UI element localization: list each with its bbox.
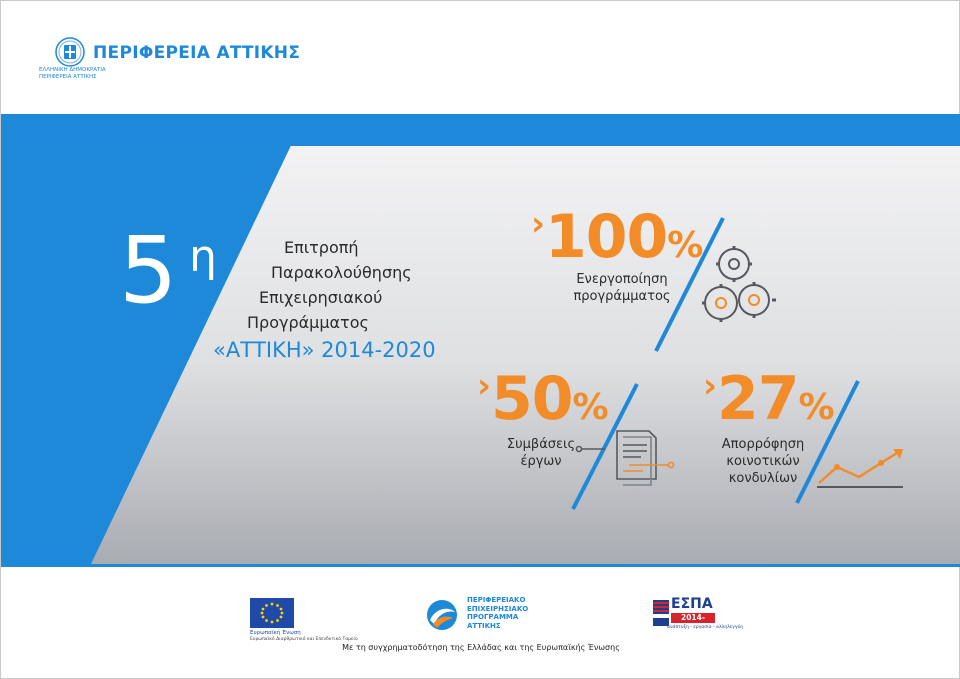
committee-line-1: Επιτροπή [284, 238, 359, 257]
stat-contracts-label: Συμβάσεις έργων [491, 436, 591, 470]
stat-absorption: ›27% [703, 369, 835, 429]
region-subtitle-1: ΕΛΛΗΝΙΚΗ ΔΗΜΟΚΡΑΤΙΑ [39, 67, 106, 73]
espa-flag-icon [653, 600, 669, 626]
divider-slash-2 [571, 383, 639, 510]
footer-divider [1, 564, 960, 567]
committee-line-4: Προγράμματος [247, 313, 369, 332]
stat-label-line: Συμβάσεις [506, 437, 576, 452]
pep-line: ΠΡΟΓΡΑΜΜΑ [467, 613, 519, 621]
pep-line: ΑΤΤΙΚΗΣ [467, 621, 501, 630]
pep-line: ΕΠΙΧΕΙΡΗΣΙΑΚΟ [467, 604, 529, 613]
hellenic-emblem-icon [55, 37, 85, 67]
gears-icon [702, 246, 776, 322]
stat-label-line: έργων [520, 454, 562, 469]
band-background [1, 114, 960, 564]
stat-label-line: κονδυλίων [728, 471, 798, 486]
region-logo: ΠΕΡΙΦΕΡΕΙΑ ΑΤΤΙΚΗΣ ΕΛΛΗΝΙΚΗ ΔΗΜΟΚΡΑΤΙΑ Π… [39, 37, 319, 87]
main-band [1, 114, 960, 564]
region-subtitle-2: ΠΕΡΙΦΕΡΕΙΑ ΑΤΤΙΚΗΣ [39, 74, 97, 80]
eu-name: Ευρωπαϊκή Ένωση [250, 630, 301, 636]
region-title: ΠΕΡΙΦΕΡΕΙΑ ΑΤΤΙΚΗΣ [93, 43, 301, 63]
eu-fund-text: Ευρωπαϊκό Διαρθρωτικό και Επενδυτικό Ταμ… [250, 637, 358, 642]
stat-activation-label: Ενεργοποίηση προγράμματος [547, 271, 697, 305]
stat-activation: ›100% [531, 207, 703, 267]
stat-label-line: Ενεργοποίηση [576, 272, 668, 287]
committee-ordinal-suffix: η [189, 231, 217, 282]
stat-value: 100 [545, 202, 668, 272]
stat-label-line: Απορρόφηση [721, 437, 805, 452]
stat-unit: % [798, 387, 835, 428]
stat-absorption-label: Απορρόφηση κοινοτικών κονδυλίων [708, 436, 818, 487]
espa-title: ΕΣΠΑ [671, 596, 713, 612]
chevron-right-icon: › [703, 366, 718, 406]
stat-label-line: κοινοτικών [726, 454, 800, 469]
stat-contracts: ›50% [477, 369, 609, 429]
espa-tagline: ανάπτυξη - εργασία - αλληλεγγύη [667, 625, 744, 630]
trend-chart-icon [817, 449, 903, 488]
stat-label-line: προγράμματος [573, 289, 671, 304]
divider-slash-1 [654, 217, 725, 352]
stat-value: 27 [717, 364, 799, 434]
committee-line-2: Παρακολούθησης [271, 263, 412, 282]
stat-value: 50 [491, 364, 573, 434]
chevron-right-icon: › [531, 204, 546, 244]
pep-title: ΠΕΡΙΦΕΡΕΙΑΚΟ ΕΠΙΧΕΙΡΗΣΙΑΚΟ ΠΡΟΓΡΑΜΜΑ ΑΤΤ… [467, 596, 528, 630]
espa-years: 2014-2020 [671, 613, 715, 632]
document-icon [575, 430, 675, 486]
cofunding-note: Με τη συγχρηματοδότηση της Ελλάδας και τ… [342, 643, 620, 652]
committee-ordinal: 5 [119, 217, 178, 324]
stat-unit: % [667, 225, 704, 266]
eu-flag-icon [250, 598, 294, 628]
chevron-right-icon: › [477, 366, 492, 406]
stat-unit: % [572, 387, 609, 428]
pep-line: ΠΕΡΙΦΕΡΕΙΑΚΟ [467, 596, 526, 604]
pep-swirl-icon [427, 600, 457, 630]
divider-slash-3 [795, 380, 860, 504]
program-name: «ΑΤΤΙΚΗ» 2014-2020 [213, 338, 436, 362]
committee-line-3: Επιχειρησιακού [259, 288, 383, 307]
